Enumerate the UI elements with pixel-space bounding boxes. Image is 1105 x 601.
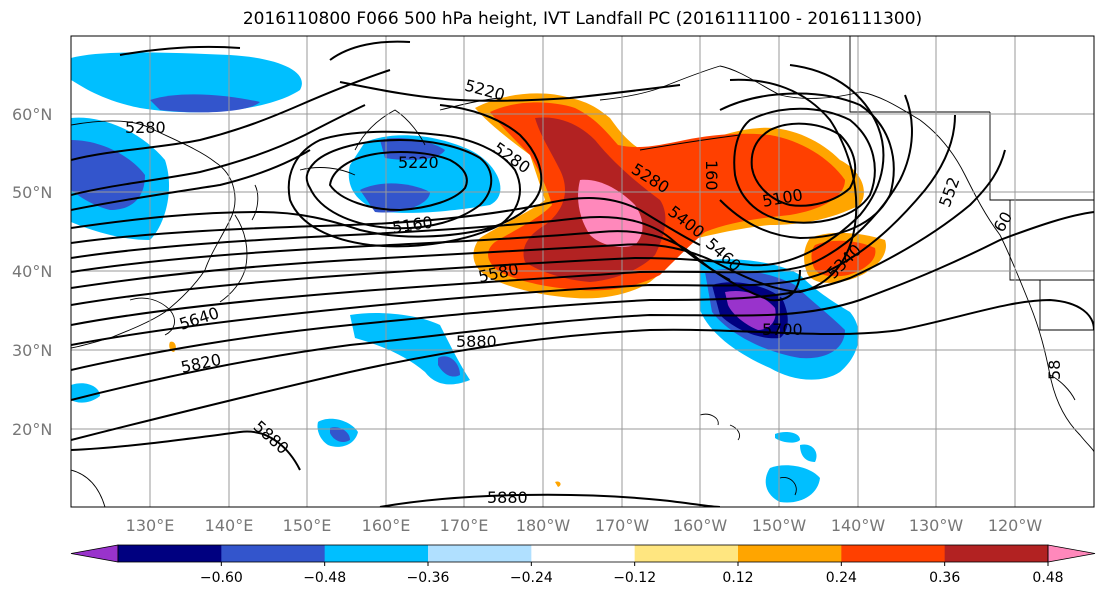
- colorbar-tick-label: −0.60: [200, 570, 243, 586]
- lat-label-50n: 50°N: [12, 183, 52, 202]
- colorbar-swatch: [738, 545, 842, 562]
- colorbar-outline: [117, 544, 1049, 563]
- contour-label-5280-west: 5280: [125, 118, 166, 137]
- lat-label-40n: 40°N: [12, 262, 52, 281]
- latitude-labels: 60°N 50°N 40°N 30°N 20°N: [12, 105, 52, 439]
- colorbar-swatch: [324, 545, 429, 562]
- colorbar-swatch: [531, 545, 636, 562]
- colorbar-swatch: [634, 545, 739, 562]
- lon-label-140w: 140°W: [831, 516, 886, 535]
- colorbar-tick-label: −0.36: [407, 570, 450, 586]
- lat-label-20n: 20°N: [12, 420, 52, 439]
- height-contours: [71, 40, 1094, 507]
- colorbar-swatch: [221, 545, 326, 562]
- lon-label-170w: 170°W: [595, 516, 650, 535]
- lon-label-150w: 150°W: [752, 516, 807, 535]
- colorbar-tick-label: 0.36: [929, 570, 960, 586]
- colorbar-swatch: [118, 545, 222, 562]
- lon-label-130w: 130°W: [909, 516, 964, 535]
- colorbar-tick-label: 0.48: [1032, 570, 1063, 586]
- lon-label-150e: 150°E: [283, 516, 332, 535]
- lon-label-120w: 120°W: [988, 516, 1043, 535]
- colorbar-swatch: [944, 545, 1049, 562]
- colorbar-extension-min: [70, 544, 119, 563]
- colorbar-tick-label: −0.24: [510, 570, 553, 586]
- colorbar-tick-label: −0.48: [303, 570, 346, 586]
- colorbar-swatch: [428, 545, 532, 562]
- lat-label-60n: 60°N: [12, 105, 52, 124]
- contour-label-5700: 5700: [762, 320, 803, 339]
- contour-label-5160-east: 160: [702, 160, 721, 191]
- lon-label-140e: 140°E: [205, 516, 254, 535]
- contour-label-5880-south: 5880: [487, 488, 528, 507]
- lon-label-160e: 160°E: [362, 516, 411, 535]
- map-frame: [70, 35, 1095, 508]
- colorbar-tick-label: −0.12: [613, 570, 656, 586]
- lat-label-30n: 30°N: [12, 341, 52, 360]
- contour-label-5220-low: 5220: [398, 153, 439, 172]
- lon-label-170e: 170°E: [440, 516, 489, 535]
- colorbar-swatch: [841, 545, 946, 562]
- lon-label-180w: 180°W: [516, 516, 571, 535]
- contour-label-5880-mid: 5880: [456, 332, 497, 351]
- coastlines: [71, 36, 1094, 507]
- colorbar-tick-label: 0.12: [722, 570, 753, 586]
- colorbar-tick-label: 0.24: [826, 570, 857, 586]
- map-plot-area: 5220 5280 5220 5280 5160 5580 5640 5820 …: [71, 36, 1094, 507]
- colorbar-extension-max: [1047, 544, 1096, 563]
- lon-label-130e: 130°E: [126, 516, 175, 535]
- lon-label-160w: 160°W: [673, 516, 728, 535]
- contour-label-5880-east: 58: [1045, 360, 1064, 380]
- map-title: 2016110800 F066 500 hPa height, IVT Land…: [242, 9, 923, 29]
- colorbar: −0.60 −0.48 −0.36 −0.24 −0.12 0.12 0.24 0.36 0.4…: [70, 544, 1096, 586]
- longitude-labels: 130°E 140°E 150°E 160°E 170°E 180°W 170°…: [126, 516, 1043, 535]
